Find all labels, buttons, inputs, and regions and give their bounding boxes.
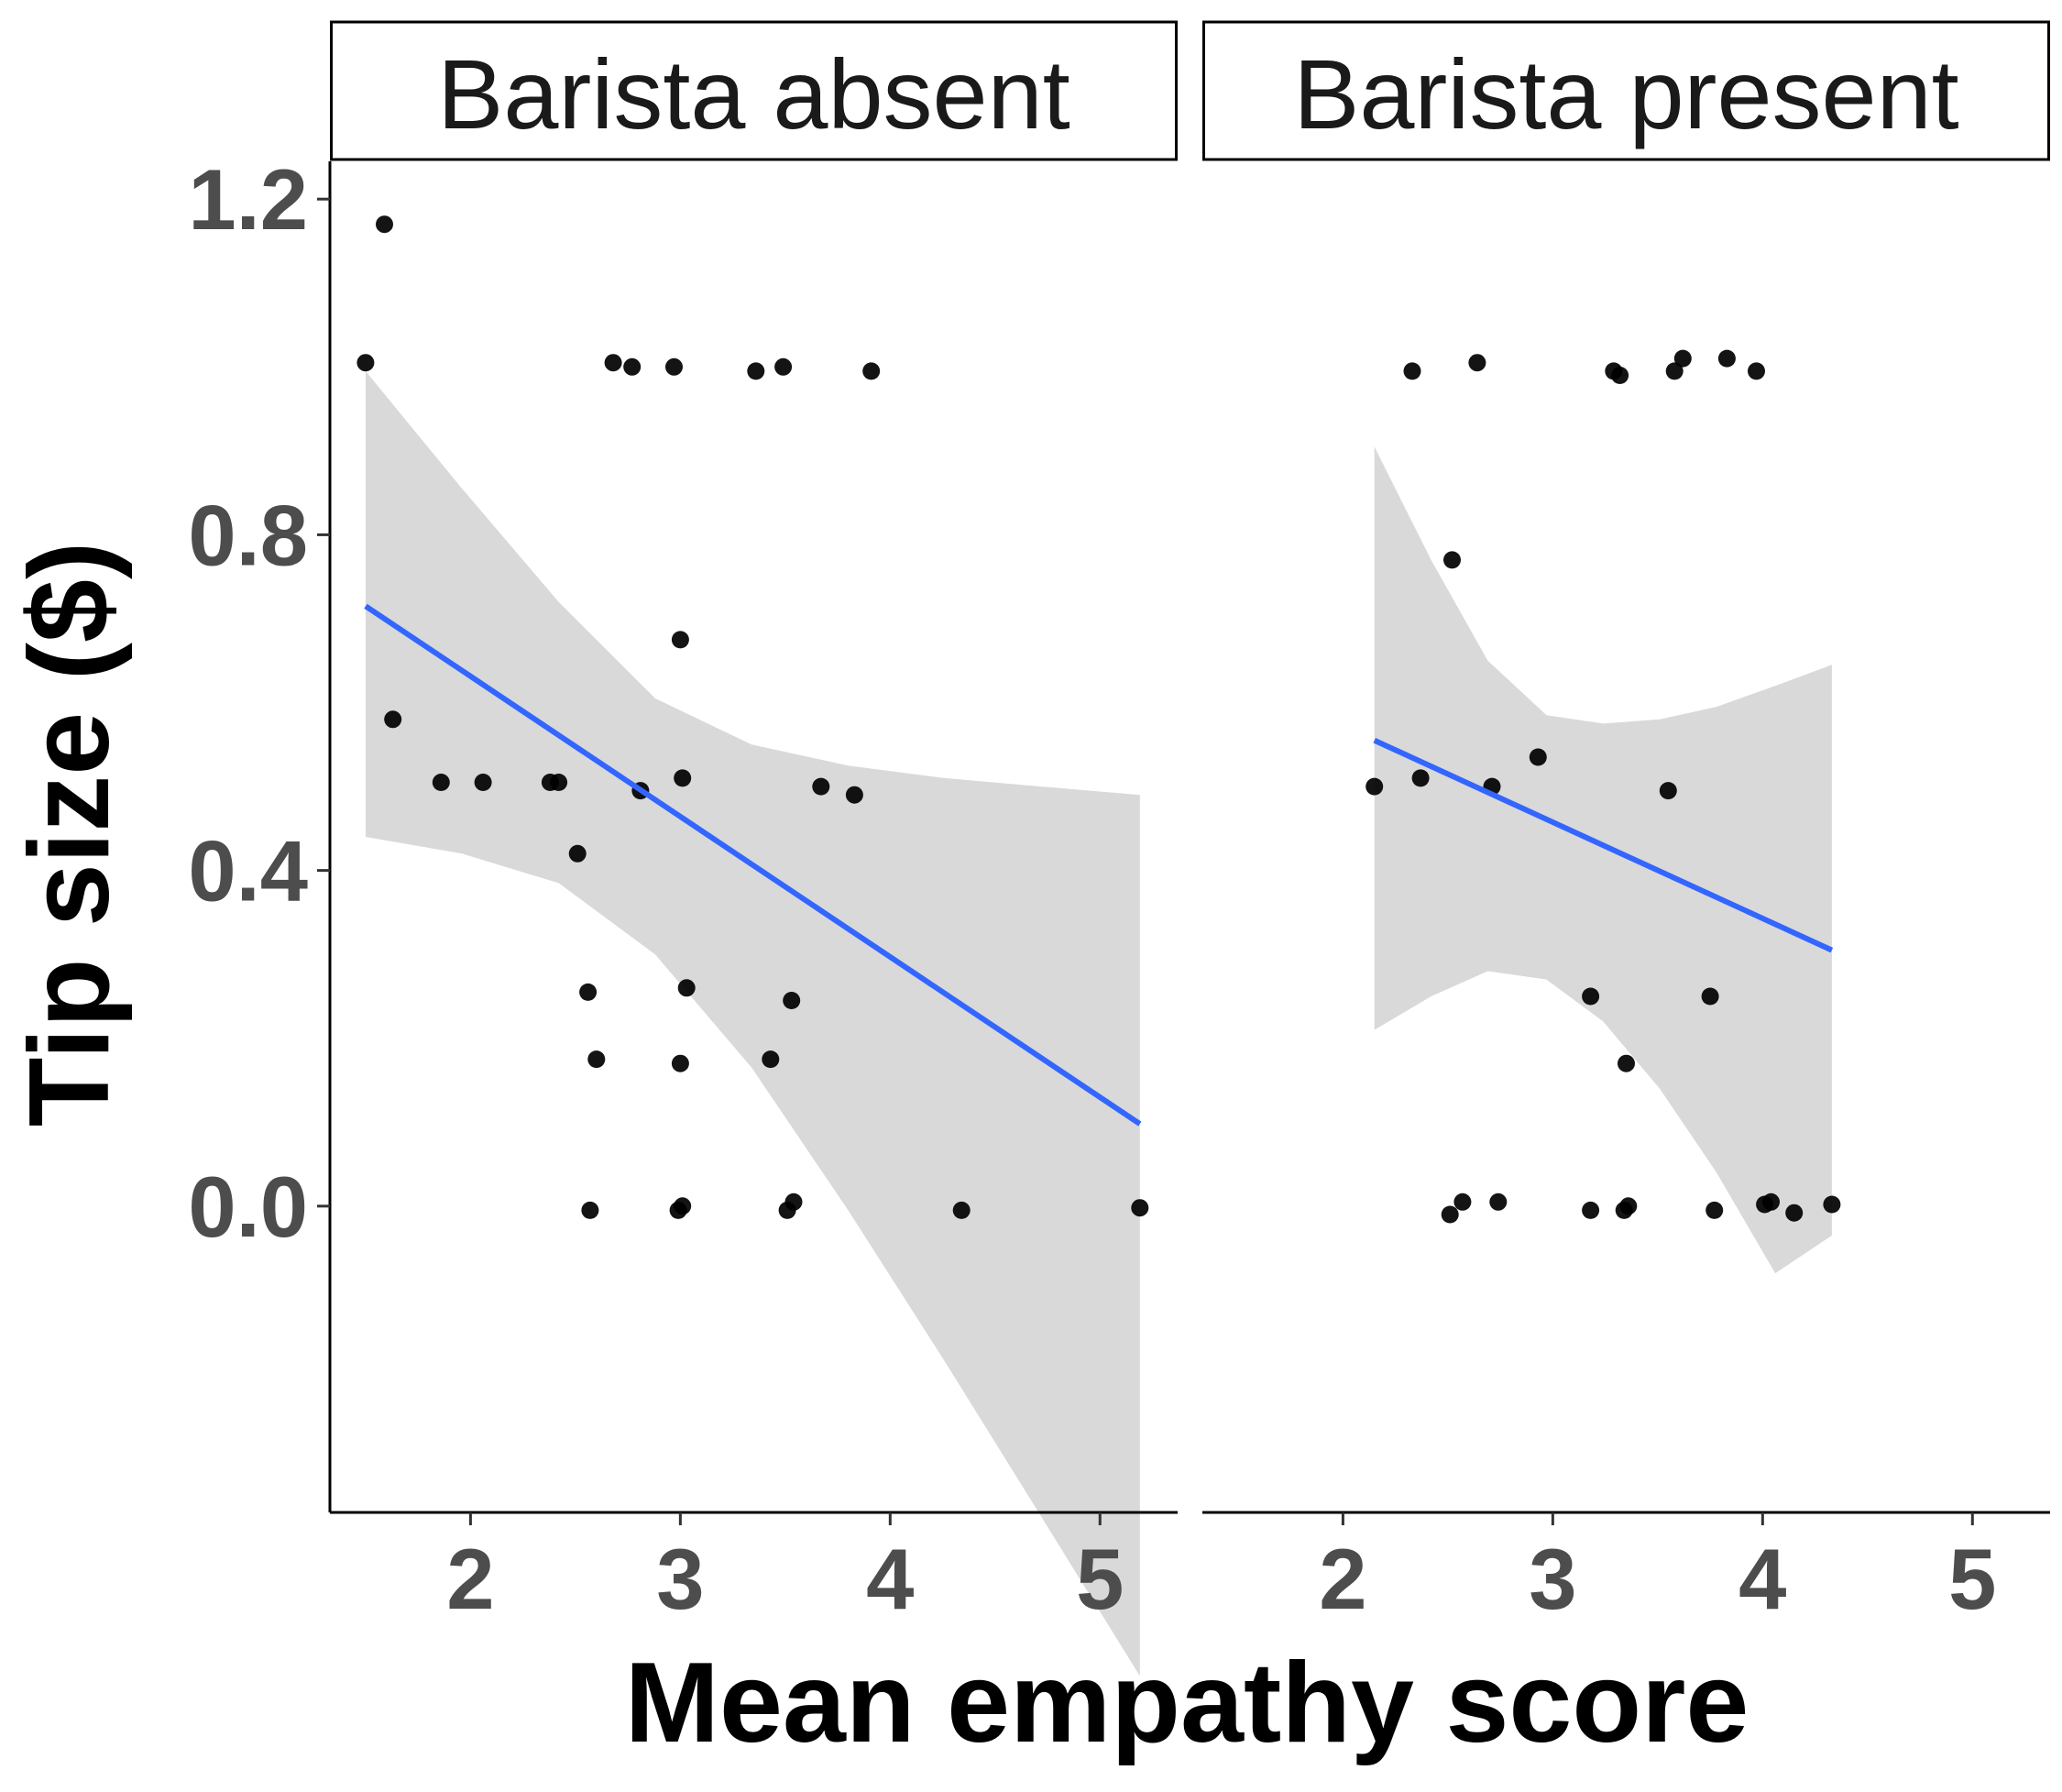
x-tick-label: 2	[1319, 1531, 1366, 1627]
data-point	[1618, 1054, 1635, 1072]
data-point	[1582, 987, 1600, 1006]
data-point	[623, 357, 642, 376]
data-point	[474, 774, 492, 791]
data-point	[952, 1201, 971, 1219]
data-point	[1453, 1193, 1472, 1211]
facet-strip	[1202, 20, 2050, 161]
data-point	[604, 354, 622, 372]
regression-line	[1373, 737, 1834, 953]
data-point	[1131, 1199, 1149, 1217]
data-point	[1366, 777, 1384, 796]
data-point	[1665, 362, 1684, 380]
data-point	[1411, 769, 1430, 787]
data-point	[1529, 748, 1547, 766]
data-point	[1823, 1195, 1841, 1214]
data-point	[384, 710, 402, 729]
data-point	[587, 1050, 606, 1069]
facet-strip-label: Barista absent	[437, 38, 1069, 149]
data-point	[1706, 1201, 1724, 1219]
data-point	[356, 354, 375, 372]
data-point	[674, 1197, 692, 1215]
data-point	[579, 983, 598, 1001]
data-point	[1403, 362, 1421, 380]
facet-panel-2: Barista present 2 3 4 5	[1202, 20, 2050, 1627]
data-point	[568, 844, 587, 863]
data-point	[774, 357, 793, 376]
data-point	[783, 992, 801, 1009]
data-point	[1582, 1201, 1600, 1219]
data-point	[862, 362, 881, 380]
data-point	[762, 1050, 780, 1069]
data-point	[674, 769, 692, 787]
y-axis-title: Tip size ($)	[6, 542, 133, 1127]
x-tick-label: 4	[1738, 1531, 1786, 1627]
data-point	[432, 774, 450, 791]
regression-line	[364, 603, 1142, 1127]
data-point	[1701, 987, 1719, 1006]
data-point	[1441, 1205, 1459, 1224]
x-tick-label: 5	[1948, 1531, 1996, 1627]
data-point	[1443, 551, 1461, 569]
data-point	[671, 631, 689, 649]
data-point	[581, 1201, 599, 1219]
data-point	[1717, 349, 1736, 368]
data-point	[376, 215, 393, 234]
x-tick-label: 5	[1076, 1531, 1124, 1627]
x-tick-label: 3	[1529, 1531, 1576, 1627]
data-point	[812, 777, 830, 796]
data-point	[665, 357, 683, 376]
data-point	[747, 362, 765, 380]
x-axis-title: Mean empathy score	[625, 1640, 1749, 1766]
y-tick-label: 0.8	[188, 487, 308, 583]
y-tick-label: 0.4	[188, 823, 308, 919]
data-point	[1611, 367, 1629, 384]
data-point	[677, 979, 696, 997]
data-point	[550, 774, 568, 791]
data-point	[1619, 1197, 1638, 1215]
data-point	[784, 1193, 803, 1211]
x-tick-label: 3	[656, 1531, 704, 1627]
x-tick-label: 2	[446, 1531, 494, 1627]
facet-strip	[330, 20, 1178, 161]
facet-panel-1: Barista absent 2 3 4 5	[330, 20, 1178, 1677]
data-point	[1659, 782, 1677, 800]
y-tick-label: 0.0	[188, 1159, 308, 1255]
confidence-ribbon	[365, 370, 1140, 1677]
data-point	[1748, 362, 1765, 380]
data-point	[1762, 1193, 1780, 1211]
facet-strip-label: Barista present	[1293, 38, 1958, 149]
x-tick-label: 4	[866, 1531, 914, 1627]
data-point	[1468, 354, 1486, 372]
data-point	[845, 786, 863, 804]
confidence-ribbon	[1374, 446, 1832, 1274]
data-point	[1785, 1204, 1804, 1222]
data-point	[1489, 1193, 1508, 1211]
data-point	[1673, 349, 1692, 368]
data-point	[671, 1054, 689, 1072]
y-tick-label: 1.2	[188, 151, 308, 247]
